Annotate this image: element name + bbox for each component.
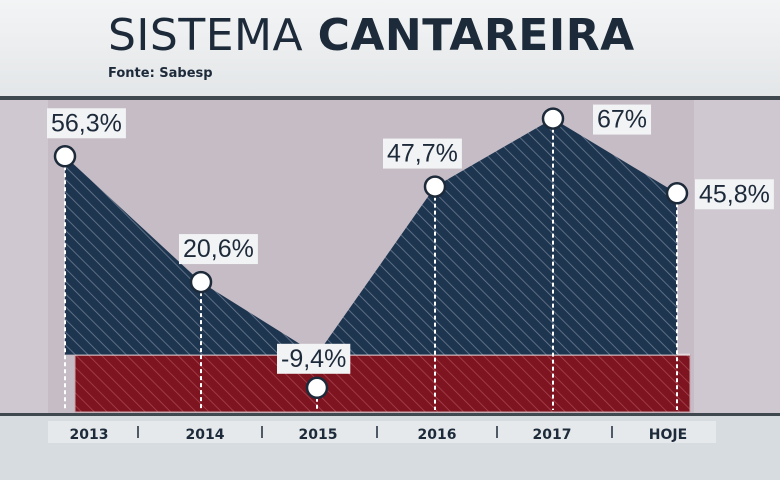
area-series: [65, 118, 677, 355]
data-point: [305, 376, 329, 400]
negative-band: [74, 354, 691, 413]
x-tick-label: 2013: [70, 427, 109, 443]
data-label: 67%: [597, 106, 647, 134]
data-label: 20,6%: [183, 235, 254, 263]
data-label: 45,8%: [699, 180, 770, 208]
data-label-box: [695, 179, 774, 210]
x-tick-label: HOJE: [649, 427, 687, 443]
data-label: 47,7%: [387, 140, 458, 168]
data-label-box: [277, 343, 351, 374]
data-label-box: [179, 234, 258, 265]
data-point: [665, 182, 689, 205]
x-tick-label: 2015: [299, 427, 338, 443]
data-label-box: [593, 104, 652, 135]
x-tick-label: 2017: [533, 427, 572, 443]
data-point: [423, 175, 447, 198]
title-bold: CANTAREIRA: [317, 10, 635, 61]
chart-source: Fonte: Sabesp: [108, 66, 213, 81]
chart-title: SISTEMA CANTAREIRA: [108, 10, 635, 62]
data-label-box: [47, 108, 126, 139]
x-axis-strip: [48, 421, 716, 443]
data-label-box: [383, 138, 462, 169]
data-label: 56,3%: [51, 109, 122, 137]
header-divider: [0, 96, 780, 100]
data-point: [541, 107, 565, 130]
data-label: -9,4%: [281, 345, 346, 373]
header: SISTEMA CANTAREIRA Fonte: Sabesp: [0, 0, 780, 98]
title-light: SISTEMA: [108, 10, 304, 61]
data-point: [189, 270, 213, 294]
data-point: [53, 145, 77, 168]
x-tick-label: 2014: [186, 427, 225, 443]
axis-divider: [0, 413, 780, 416]
x-tick-label: 2016: [418, 427, 457, 443]
